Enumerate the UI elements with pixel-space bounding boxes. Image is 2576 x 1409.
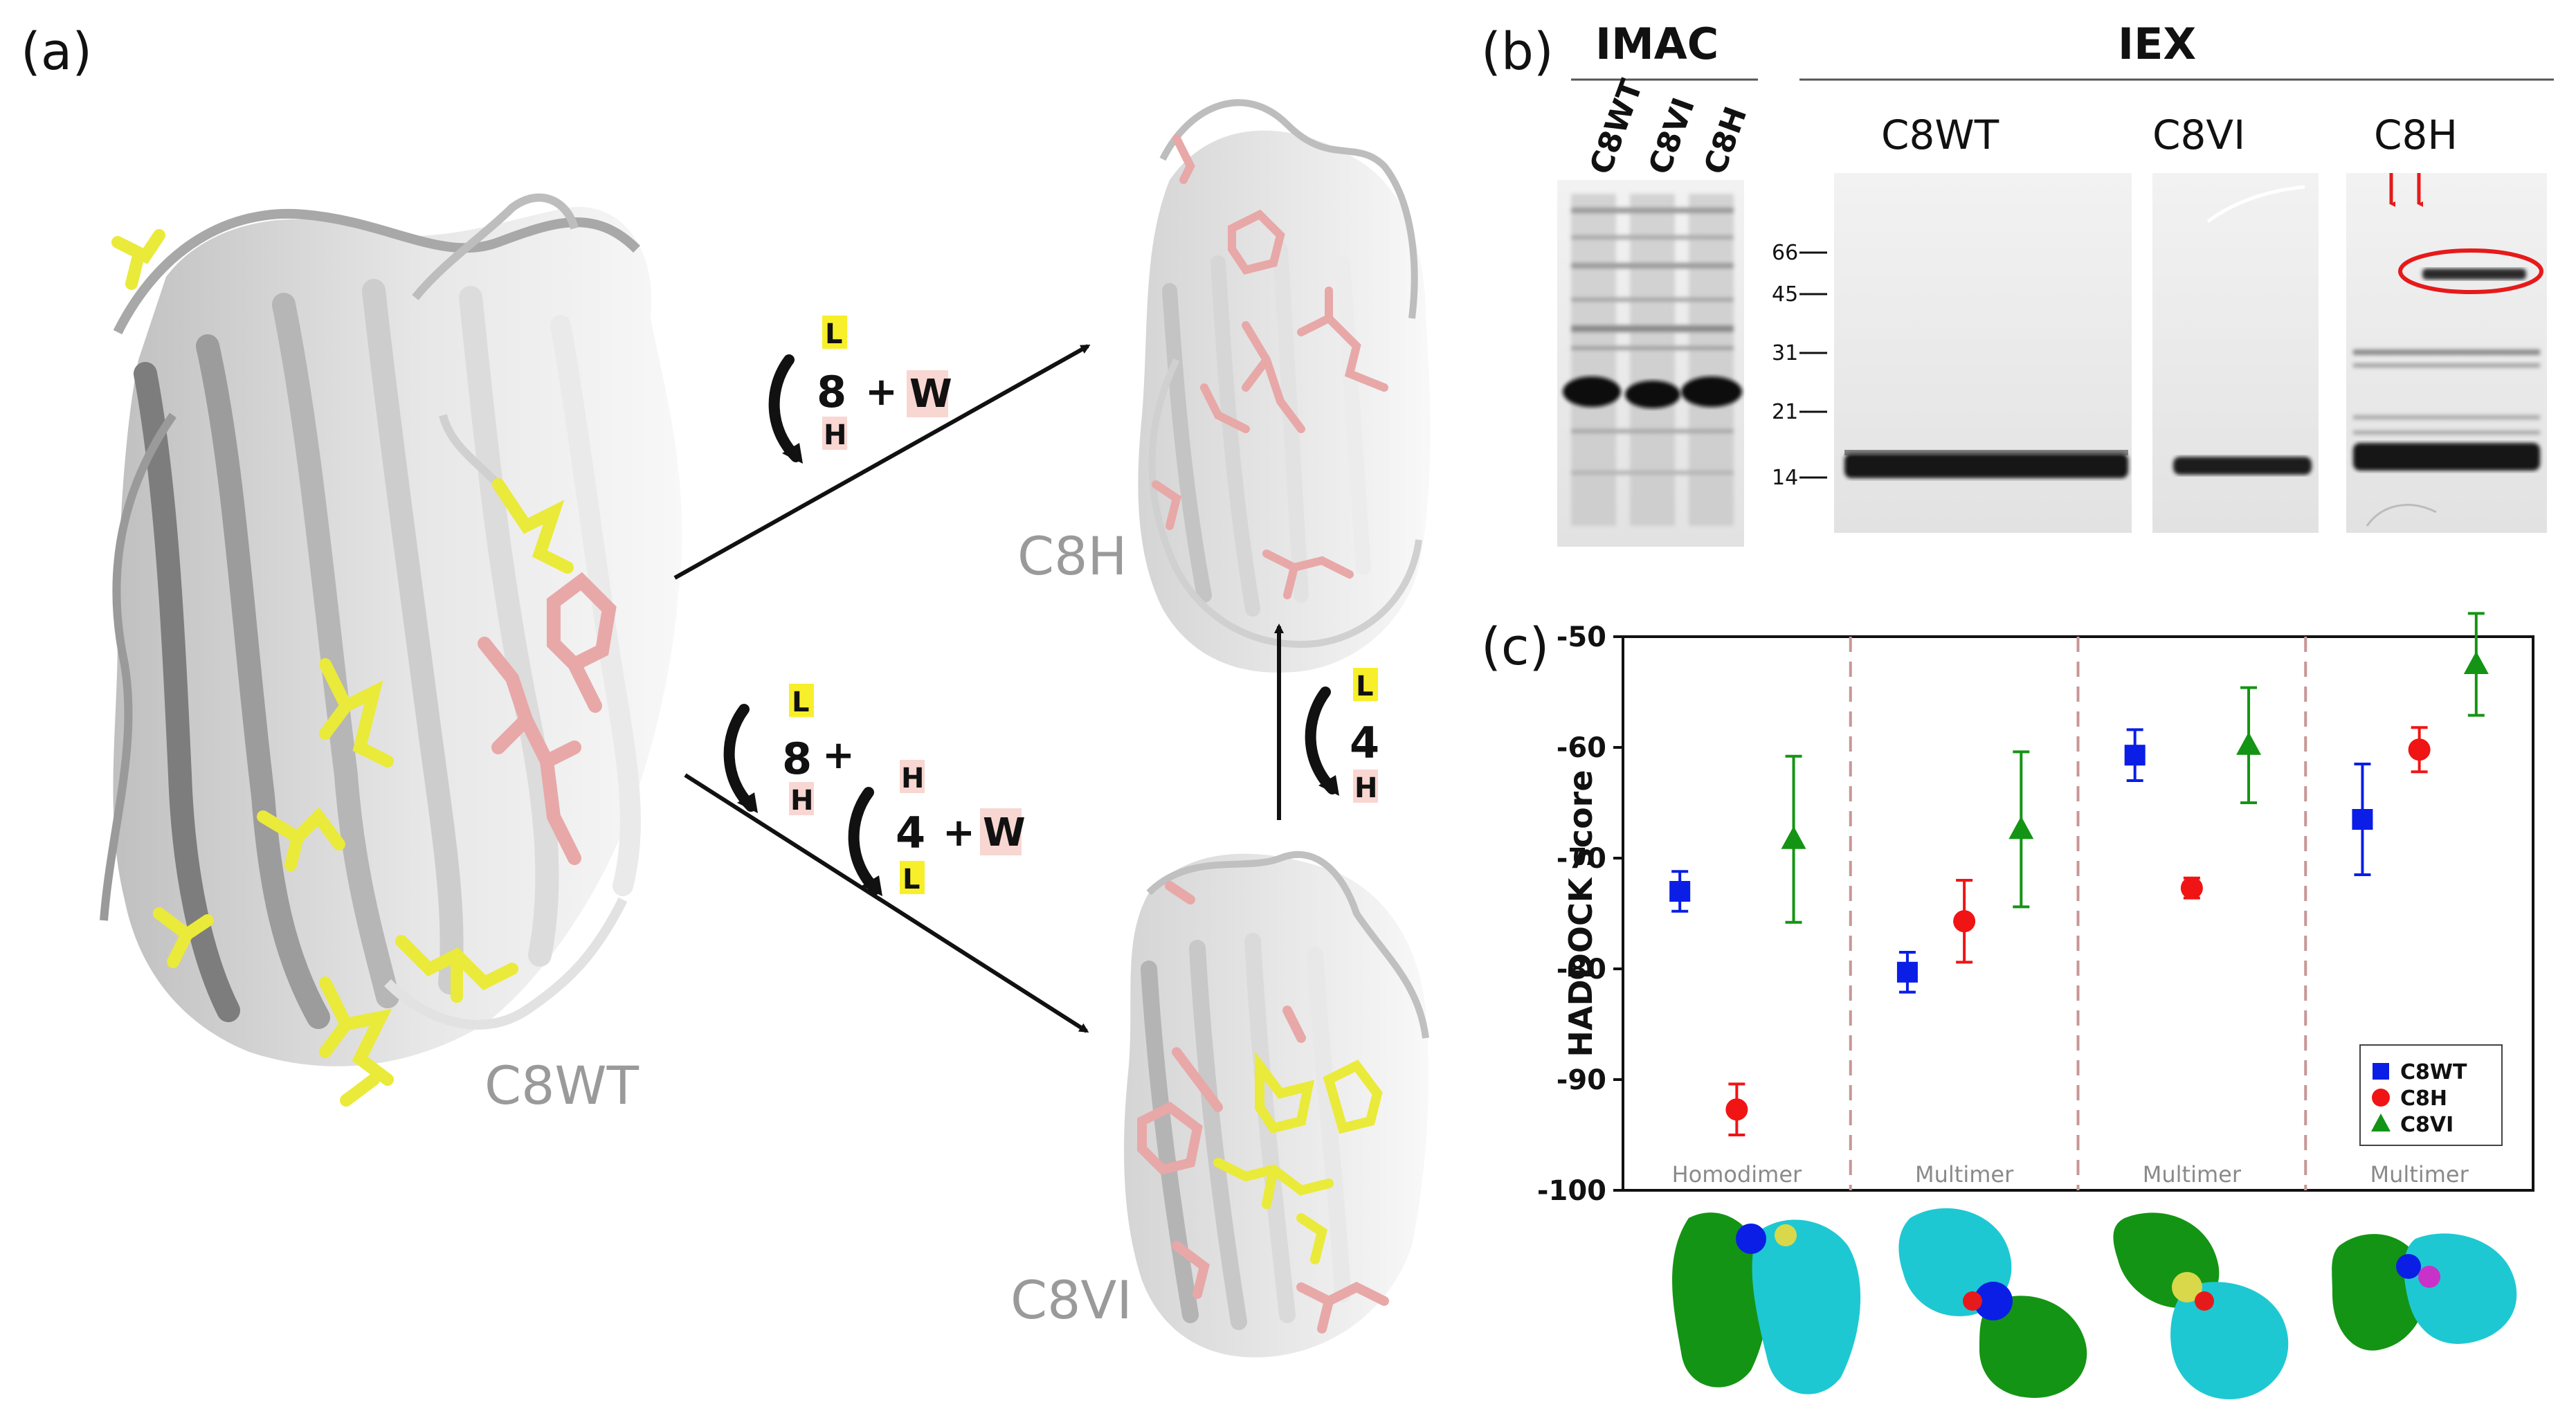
data-marks <box>1669 612 2489 1136</box>
y-ticks: -50 -60 -70 -80 -90 -100 <box>1537 621 1623 1207</box>
imac-lane-c8vi: C8VI <box>1642 93 1702 179</box>
y-tick-label: -80 <box>1557 954 1606 985</box>
letter-l: L <box>1356 671 1374 702</box>
imac-lane-c8h: C8H <box>1697 102 1754 179</box>
docking-thumbnail-multimer-2 <box>2113 1212 2289 1399</box>
legend-label-c8vi: C8VI <box>2400 1113 2453 1137</box>
letter-h: H <box>824 419 846 451</box>
letter-l: L <box>792 687 810 718</box>
panel-label-c: (c) <box>1481 617 1549 677</box>
mw-21: 21 <box>1772 400 1798 424</box>
letter-w: W <box>983 810 1026 855</box>
arrow-to-c8vi <box>684 773 1089 1033</box>
c8h-structure <box>1138 99 1431 673</box>
imac-lane-labels: C8WT C8VI C8H <box>1583 75 1754 179</box>
iex-label-c8wt: C8WT <box>1881 111 1999 158</box>
iex-label-c8vi: C8VI <box>2152 111 2245 158</box>
y-tick-label: -70 <box>1557 843 1606 875</box>
docking-thumbnail-multimer-3 <box>2332 1233 2517 1351</box>
point-c8vi <box>2463 651 2489 674</box>
point-c8wt <box>2124 745 2146 766</box>
category-labels: Homodimer Multimer Multimer Multimer <box>1672 1161 2469 1188</box>
mw-66: 66 <box>1772 241 1798 265</box>
category-label: Multimer <box>2143 1161 2242 1188</box>
label-c8h: C8H <box>1017 525 1127 587</box>
y-axis-label: HADDOCK score <box>1562 770 1599 1057</box>
haddock-chart: HADDOCK score -50 -60 -70 -80 -90 -100 Homodi… <box>1537 612 2534 1207</box>
point-c8h <box>2180 877 2203 900</box>
legend-label-c8h: C8H <box>2400 1087 2447 1111</box>
plus-sign: + <box>865 370 898 415</box>
letter-h: H <box>790 785 813 817</box>
number-4: 4 <box>1350 718 1379 768</box>
y-tick-label: -90 <box>1557 1064 1606 1096</box>
number-8: 8 <box>782 734 812 784</box>
scheme-bottom: L 8 + H H 4 L + W <box>723 684 1026 896</box>
mw-marker-labels: 66 45 31 21 14 <box>1772 241 1827 490</box>
plus-sign: + <box>943 810 975 855</box>
letter-h: H <box>901 763 924 794</box>
plus-sign: + <box>822 733 855 778</box>
c8vi-structure <box>1124 851 1429 1358</box>
letter-h: H <box>1354 772 1377 804</box>
category-label: Homodimer <box>1672 1161 1802 1188</box>
y-tick-label: -60 <box>1557 732 1606 764</box>
scheme-top: L 8 H + W <box>768 316 952 464</box>
point-c8vi <box>1781 826 1806 849</box>
point-c8wt <box>1669 881 1691 902</box>
point-c8vi <box>2236 731 2262 755</box>
point-c8wt <box>1896 961 1918 983</box>
panel-label-a: (a) <box>21 22 92 82</box>
c8wt-structure <box>100 193 682 1107</box>
point-c8wt <box>2352 809 2373 830</box>
label-c8vi: C8VI <box>1010 1269 1132 1331</box>
category-label: Multimer <box>1915 1161 2014 1188</box>
gel-iex-c8vi <box>2152 173 2319 533</box>
letter-w: W <box>909 372 952 417</box>
y-tick-label: -50 <box>1557 621 1606 653</box>
imac-lane-c8wt: C8WT <box>1583 75 1649 179</box>
gel-imac <box>1557 180 1744 547</box>
label-c8wt: C8WT <box>484 1055 640 1116</box>
legend-marker-c8h <box>2372 1089 2390 1107</box>
letter-l: L <box>902 864 920 896</box>
point-c8h <box>2408 738 2431 761</box>
y-tick-label: -100 <box>1537 1175 1606 1207</box>
legend-label-c8wt: C8WT <box>2400 1060 2467 1084</box>
number-8: 8 <box>817 367 846 417</box>
category-label: Multimer <box>2370 1161 2469 1188</box>
gel-title-imac: IMAC <box>1595 19 1718 69</box>
legend-marker-c8wt <box>2373 1063 2389 1080</box>
panel-label-b: (b) <box>1481 22 1554 82</box>
number-4: 4 <box>896 808 925 858</box>
legend-marker-c8vi <box>2371 1113 2391 1131</box>
mw-31: 31 <box>1772 341 1798 365</box>
point-c8h <box>1953 910 1976 933</box>
mw-45: 45 <box>1772 282 1798 307</box>
gel-iex-c8wt <box>1834 173 2132 533</box>
docking-thumbnails <box>1672 1208 2517 1399</box>
point-c8h <box>1725 1098 1748 1121</box>
point-c8vi <box>2008 816 2034 839</box>
docking-thumbnail-homodimer <box>1672 1212 1861 1394</box>
docking-thumbnail-multimer-1 <box>1898 1208 2087 1398</box>
arrow-to-c8h <box>673 344 1091 580</box>
gel-iex-c8h <box>2346 173 2547 533</box>
mw-14: 14 <box>1772 466 1798 490</box>
category-dividers <box>1849 637 2307 1190</box>
scheme-vertical: L 4 H <box>1305 668 1379 804</box>
iex-label-c8h: C8H <box>2374 111 2458 158</box>
letter-l: L <box>825 318 843 350</box>
gel-title-iex: IEX <box>2118 19 2196 69</box>
